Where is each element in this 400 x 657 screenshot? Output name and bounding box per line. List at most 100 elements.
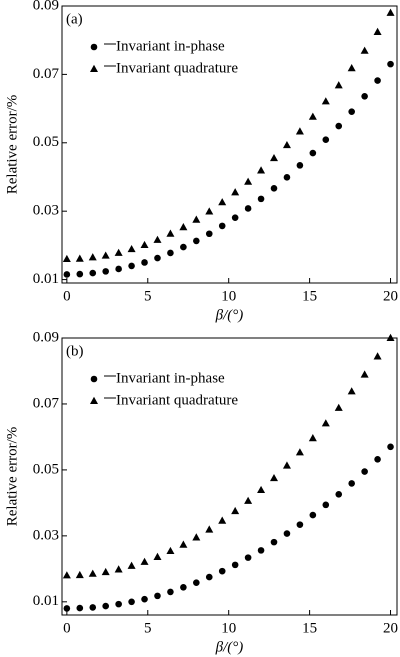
circle-marker	[128, 598, 135, 606]
x-tick-label: 20	[383, 288, 398, 304]
triangle-marker	[192, 215, 201, 223]
triangle-marker	[179, 540, 188, 548]
circle-marker	[180, 584, 187, 591]
triangle-marker	[295, 448, 304, 456]
circle-marker	[361, 92, 368, 100]
y-tick-label: 0.03	[33, 203, 59, 219]
circle-marker	[141, 259, 148, 266]
x-tick-label: 5	[144, 620, 152, 636]
triangle-marker	[244, 177, 253, 185]
y-tick-label: 0.05	[33, 134, 59, 150]
x-tick-label: 20	[383, 620, 398, 636]
triangle-marker	[373, 352, 382, 360]
circle-marker	[76, 604, 84, 612]
triangle-marker	[153, 235, 162, 243]
circle-marker	[102, 268, 109, 275]
circle-marker	[128, 262, 135, 270]
triangle-marker	[192, 533, 201, 541]
triangle-marker	[153, 552, 162, 560]
x-axis-label: β/(°)	[215, 639, 244, 655]
circle-marker	[257, 195, 265, 203]
legend-marker	[90, 43, 98, 51]
circle-marker	[205, 230, 213, 238]
legend-label: Invariant quadrature	[116, 392, 238, 408]
circle-marker	[218, 567, 226, 575]
circle-marker	[154, 592, 161, 600]
x-tick-label: 0	[63, 620, 71, 636]
panel-label: (a)	[66, 11, 83, 27]
circle-marker	[348, 480, 355, 487]
triangle-marker	[127, 561, 136, 569]
triangle-marker	[347, 64, 356, 72]
triangle-marker	[166, 546, 175, 555]
circle-marker	[374, 456, 381, 463]
triangle-marker	[101, 567, 110, 576]
circle-marker	[270, 538, 278, 546]
plot-frame	[61, 337, 398, 616]
y-tick-label: 0.09	[33, 0, 59, 13]
circle-marker	[76, 270, 84, 278]
circle-marker	[335, 491, 343, 498]
circle-marker	[180, 243, 187, 251]
panel-label: (b)	[66, 343, 84, 359]
plot-frame	[61, 5, 398, 284]
x-tick-label: 5	[144, 288, 152, 304]
triangle-marker	[218, 198, 227, 206]
triangle-marker	[360, 46, 369, 54]
triangle-marker	[270, 153, 279, 162]
triangle-marker	[75, 570, 84, 579]
triangle-marker	[231, 188, 240, 196]
legend-marker	[90, 375, 98, 383]
triangle-marker	[308, 434, 317, 442]
y-axis-label: Relative error/%	[4, 95, 20, 195]
triangle-marker	[295, 127, 304, 135]
circle-marker	[309, 511, 317, 519]
x-tick-label: 15	[302, 288, 317, 304]
y-tick-label: 0.07	[33, 395, 60, 411]
triangle-marker	[282, 461, 291, 469]
triangle-marker	[166, 229, 175, 237]
circle-marker	[115, 600, 122, 608]
triangle-marker	[386, 8, 395, 16]
circle-marker	[231, 214, 239, 221]
triangle-marker	[244, 496, 253, 504]
circle-marker	[361, 468, 368, 475]
triangle-marker	[140, 557, 149, 565]
circle-marker	[270, 184, 278, 192]
circle-marker	[193, 237, 200, 245]
y-tick-label: 0.01	[33, 593, 59, 609]
triangle-marker	[205, 525, 214, 533]
triangle-marker	[127, 244, 136, 253]
triangle-marker	[321, 419, 330, 427]
triangle-marker	[205, 207, 214, 215]
x-tick-label: 0	[63, 288, 71, 304]
circle-marker	[244, 205, 252, 212]
triangle-marker	[373, 27, 382, 35]
triangle-marker	[321, 97, 330, 105]
circle-marker	[154, 254, 161, 262]
legend-marker	[90, 396, 98, 404]
circle-marker	[89, 604, 97, 611]
triangle-marker	[347, 387, 356, 395]
circle-marker	[283, 174, 291, 181]
circle-marker	[244, 554, 252, 561]
triangle-marker	[101, 251, 110, 259]
y-axis-label: Relative error/%	[4, 427, 20, 527]
triangle-marker	[257, 485, 266, 494]
circle-marker	[89, 269, 97, 277]
y-tick-label: 0.09	[33, 329, 59, 345]
triangle-marker	[62, 254, 71, 263]
triangle-marker	[308, 112, 317, 120]
triangle-marker	[75, 254, 84, 262]
circle-marker	[374, 77, 381, 84]
y-tick-label: 0.05	[33, 461, 59, 477]
triangle-marker	[334, 403, 343, 411]
triangle-marker	[334, 81, 343, 89]
x-tick-label: 15	[302, 620, 317, 636]
triangle-marker	[282, 140, 291, 149]
legend-label: Invariant quadrature	[116, 60, 238, 76]
circle-marker	[167, 588, 174, 596]
triangle-marker	[231, 506, 240, 515]
y-tick-label: 0.01	[33, 271, 59, 287]
x-tick-label: 10	[221, 288, 236, 304]
